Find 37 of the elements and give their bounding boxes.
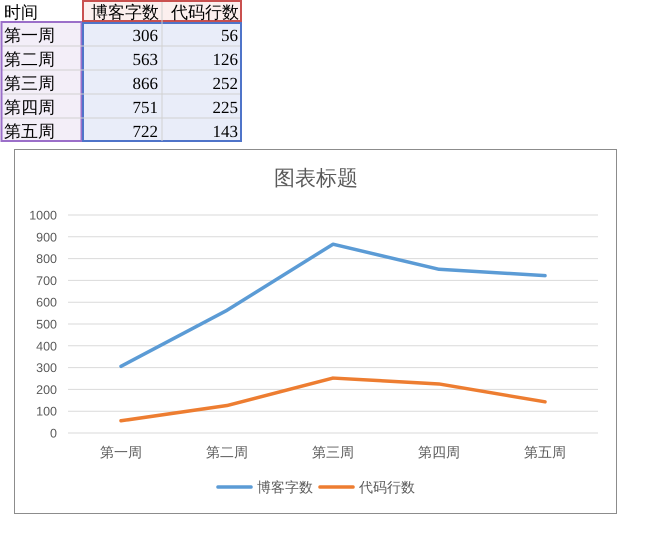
y-tick-label: 900 [36,230,57,244]
data-label: 252 [212,74,238,93]
data-label: 866 [132,74,158,93]
y-tick-label: 800 [36,252,57,266]
y-tick-label: 400 [36,339,57,354]
row-label: 第一周 [4,26,55,45]
row-label: 第二周 [4,50,55,69]
chart-title: 图表标题 [274,167,358,190]
data-label: 722 [132,122,158,141]
data-label: 126 [212,50,238,69]
x-tick-label: 第四周 [418,444,460,460]
data-label: 56 [221,26,238,45]
data-label: 306 [132,26,158,45]
data-label: 225 [212,98,238,117]
row-label: 第三周 [4,74,55,93]
row-label: 第四周 [4,98,55,117]
column-header: 博客字数 [91,3,159,22]
y-tick-label: 300 [36,361,57,376]
y-tick-label: 500 [36,318,57,332]
data-label: 751 [132,98,158,117]
x-tick-label: 第一周 [100,444,142,460]
column-header: 代码行数 [171,3,239,22]
x-tick-label: 第三周 [312,444,354,460]
y-tick-label: 700 [36,274,57,288]
y-tick-label: 0 [50,426,57,440]
x-tick-label: 第二周 [206,444,248,460]
data-label: 563 [132,50,158,69]
y-tick-label: 200 [36,382,57,397]
column-header: 时间 [4,3,38,22]
y-tick-label: 600 [36,296,57,310]
y-tick-label: 100 [36,404,57,419]
legend-label: 代码行数 [359,479,415,495]
y-tick-label: 1000 [29,208,57,222]
legend-label: 博客字数 [257,479,313,495]
x-tick-label: 第五周 [524,444,566,460]
data-label: 143 [212,122,238,141]
row-label: 第五周 [4,122,55,141]
